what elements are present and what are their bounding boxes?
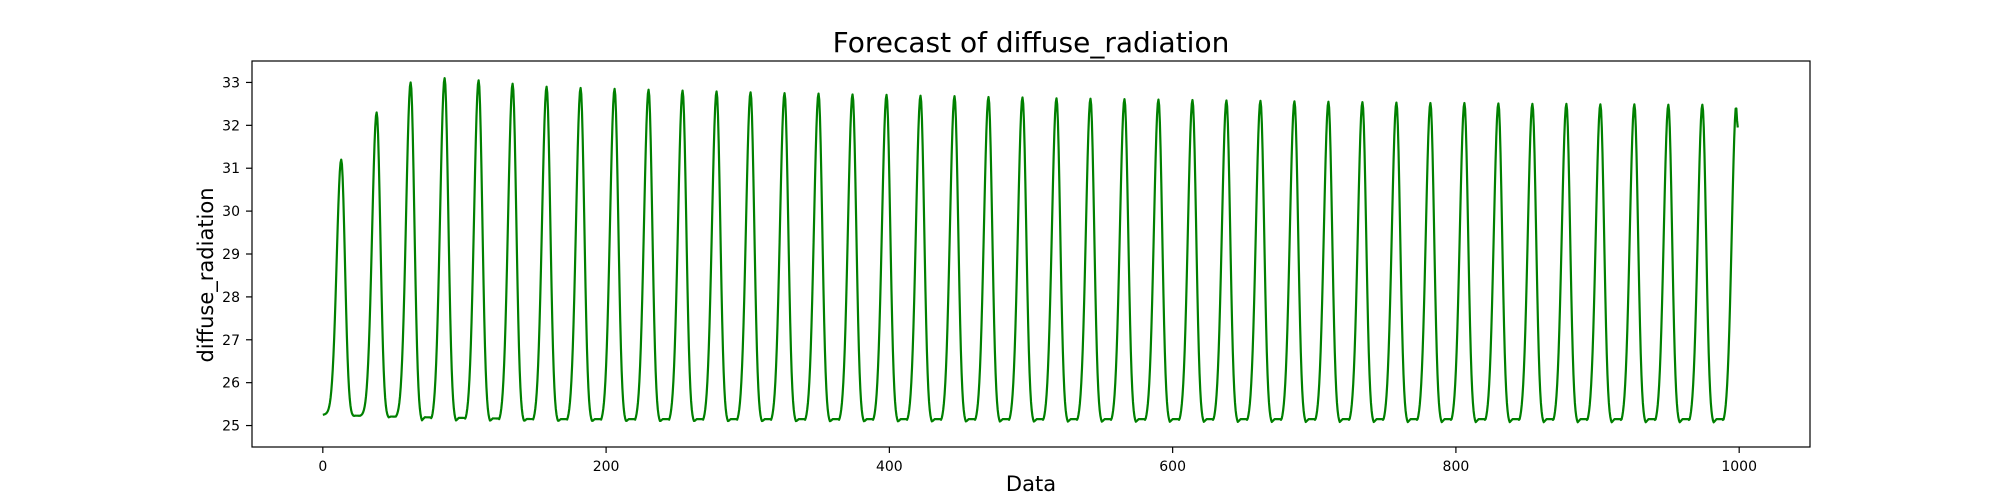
y-tick-label: 33 [222, 75, 240, 91]
x-tick-label: 0 [318, 459, 327, 475]
y-tick-label: 30 [222, 204, 240, 220]
series-line [322, 77, 1739, 424]
x-tick-label: 800 [1443, 459, 1470, 475]
x-tick-label: 400 [876, 459, 903, 475]
y-axis: 25 26 27 28 29 30 31 32 33 [222, 75, 252, 435]
y-tick-label: 26 [222, 376, 240, 392]
x-tick-label: 1000 [1721, 459, 1757, 475]
x-tick-label: 600 [1159, 459, 1186, 475]
y-tick-label: 29 [222, 247, 240, 263]
x-tick-label: 200 [593, 459, 620, 475]
x-axis: 0 200 400 600 800 1000 [318, 447, 1757, 475]
y-tick-label: 32 [222, 118, 240, 134]
y-tick-label: 31 [222, 161, 240, 177]
x-axis-label: Data [1006, 472, 1056, 496]
y-axis-label: diffuse_radiation [194, 187, 219, 362]
y-tick-label: 27 [222, 333, 240, 349]
y-tick-label: 28 [222, 290, 240, 306]
chart-title: Forecast of diffuse_radiation [833, 26, 1230, 59]
y-tick-label: 25 [222, 419, 240, 435]
